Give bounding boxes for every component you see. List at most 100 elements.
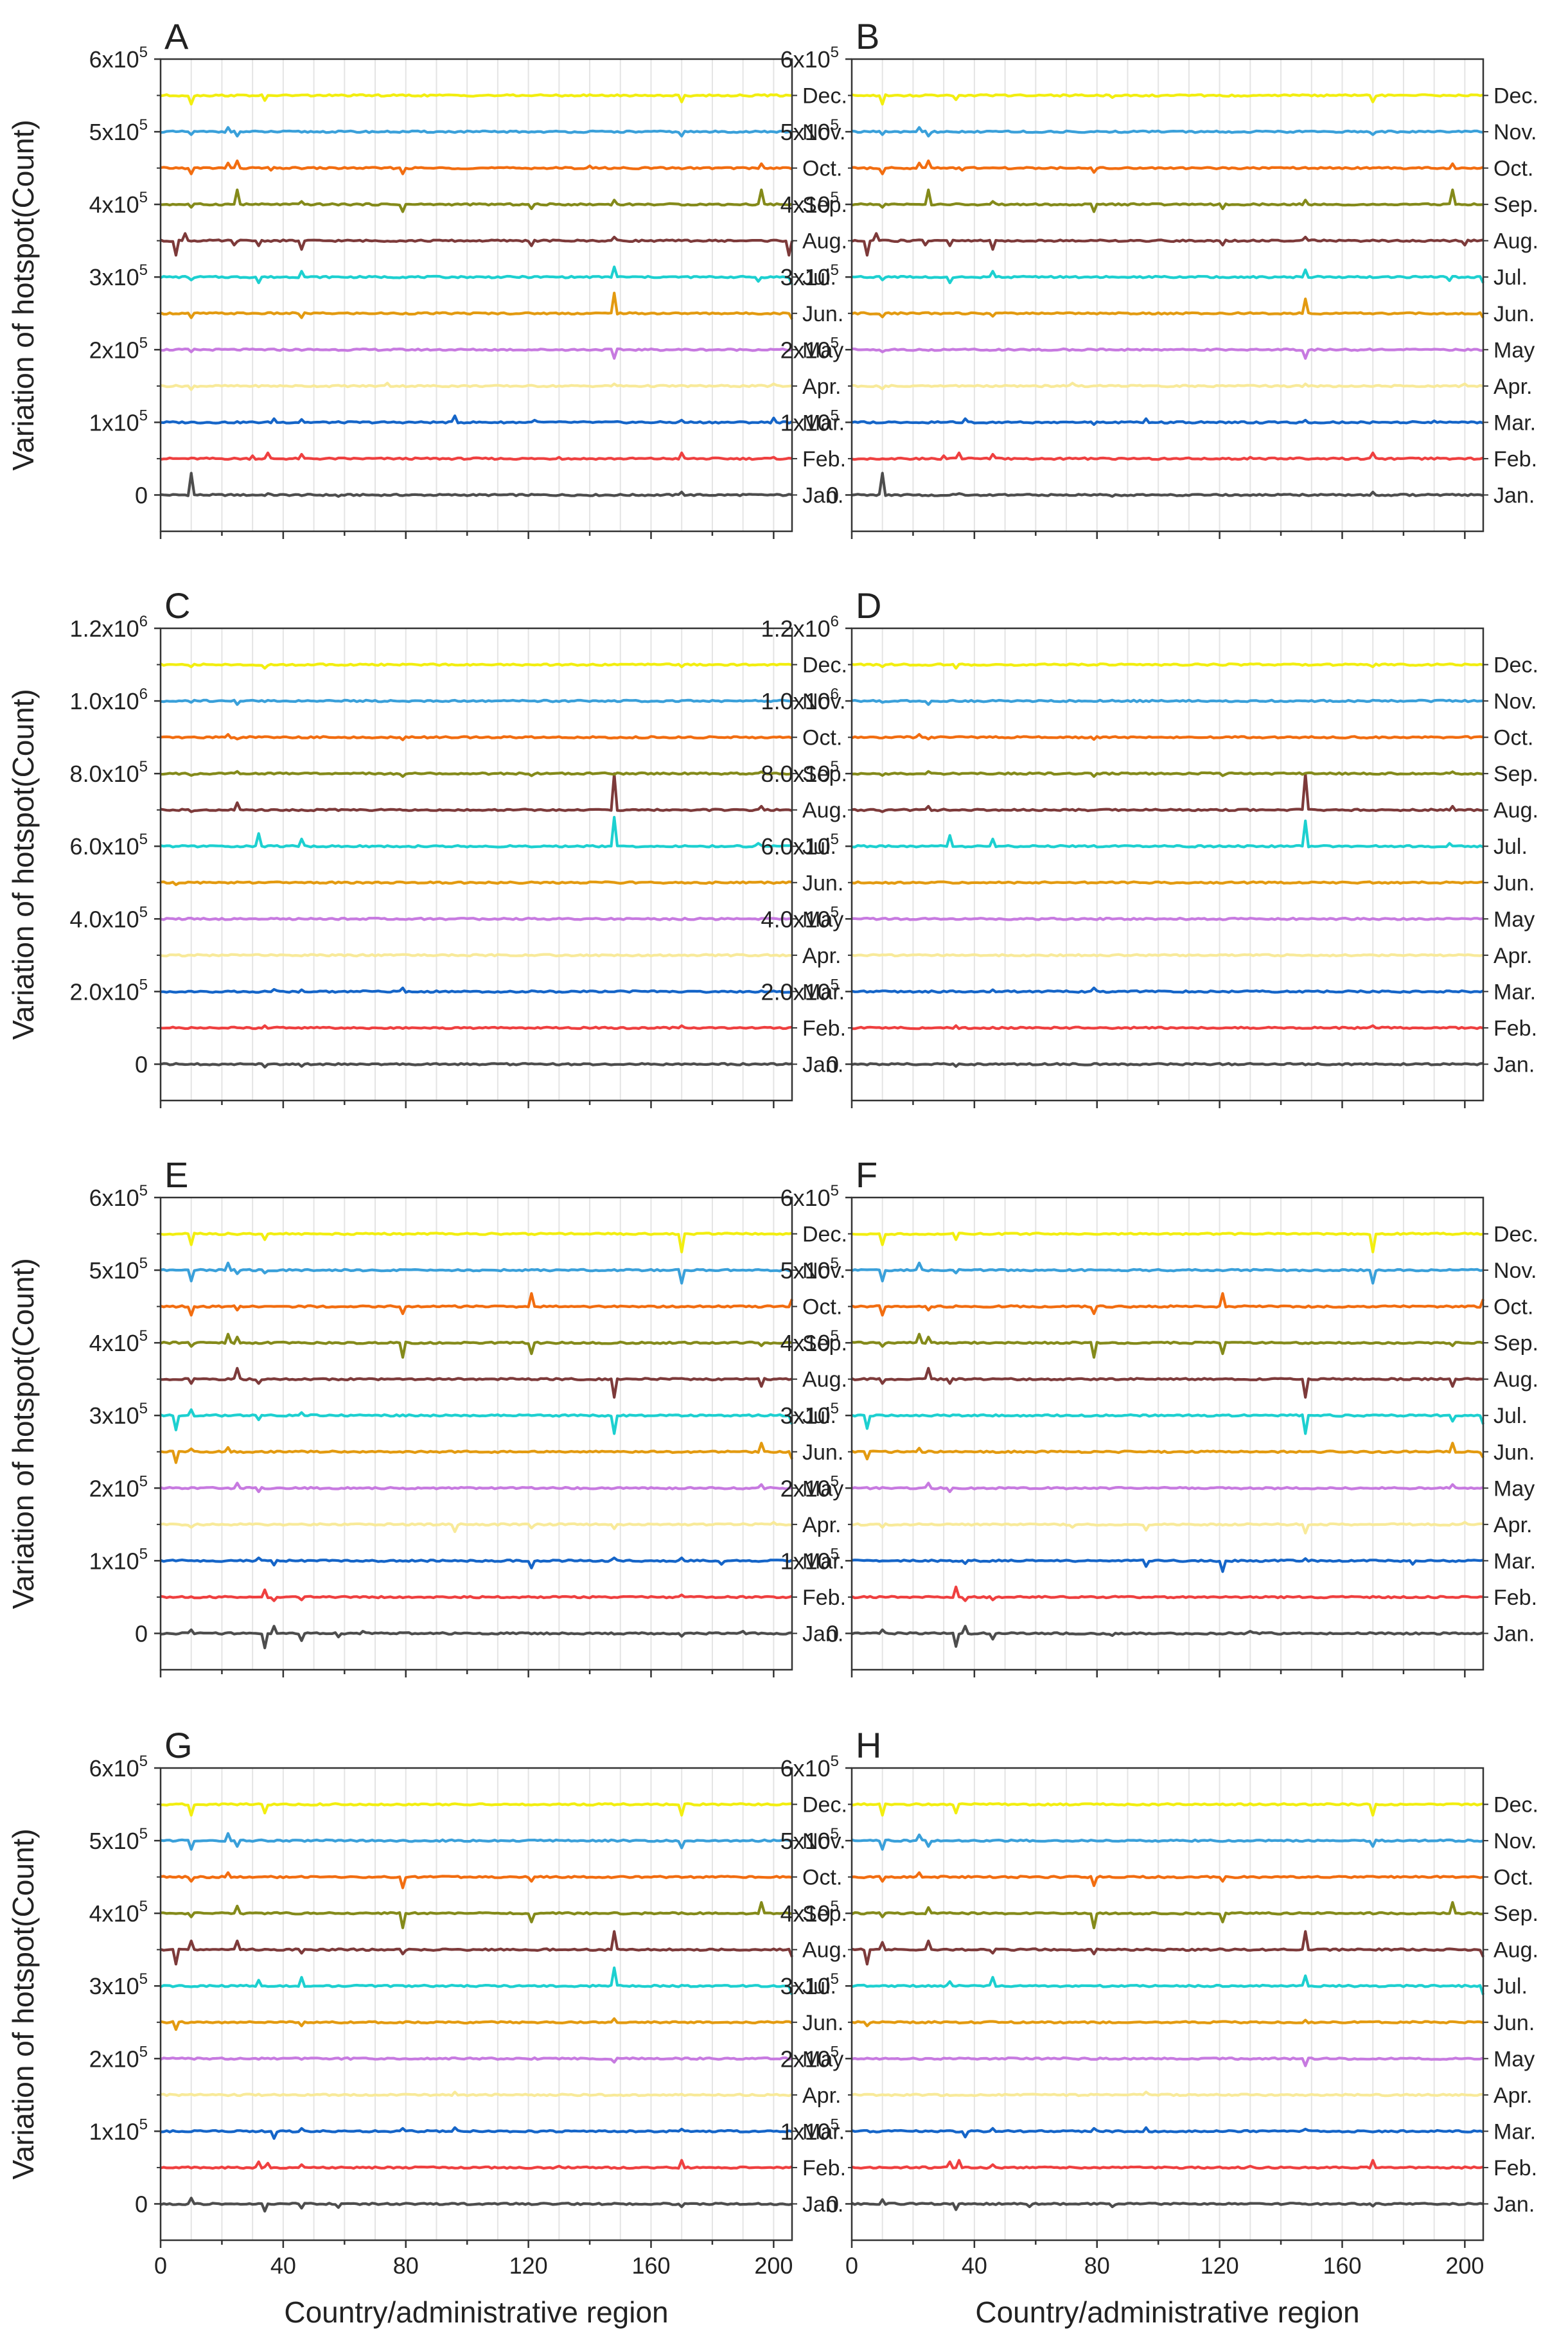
series-line-oct: [160, 159, 793, 175]
series-line-dec: [160, 93, 793, 106]
y-tick-label: 1x105: [89, 2116, 148, 2144]
series-line-nov: [851, 698, 1484, 706]
series-line-nov: [160, 126, 793, 137]
month-label: Feb.: [1493, 2156, 1537, 2180]
y-tick-label: 5x105: [89, 1825, 148, 1854]
y-tick-exponent: 5: [831, 1472, 839, 1490]
y-tick-label: 1.0x106: [761, 685, 839, 714]
y-tick-label: 3x105: [89, 1400, 148, 1429]
y-tick-label: 6.0x105: [761, 831, 839, 860]
series-line-dec: [161, 1802, 793, 1817]
month-label: Feb.: [802, 447, 846, 472]
month-label: Oct.: [1493, 1295, 1533, 1320]
month-label: Sep.: [1493, 762, 1538, 786]
month-label: Apr.: [1493, 1513, 1532, 1537]
panel-letter: G: [164, 1725, 193, 1765]
month-label: Jun.: [1493, 1440, 1535, 1465]
series-line-sep: [160, 188, 793, 213]
y-tick-exponent: 6: [139, 685, 148, 703]
series-line-jul: [160, 265, 793, 285]
month-label: Jun.: [1493, 302, 1535, 326]
y-tick-exponent: 5: [831, 1898, 839, 1915]
series-line-apr: [160, 382, 793, 391]
series-line-jun: [160, 292, 793, 320]
panel-d: Jan. Feb. Mar. Apr. May Jun. Jul. Aug. Sep. Oct. N…: [761, 585, 1538, 1108]
y-tick-exponent: 5: [831, 976, 839, 993]
y-tick-label: 6.0x105: [70, 831, 148, 860]
y-tick-label: 4x105: [89, 1898, 148, 1927]
y-tick-exponent: 6: [831, 613, 839, 630]
month-label: Jun.: [1493, 871, 1535, 896]
x-tick-label: 80: [1084, 2252, 1110, 2279]
y-tick-exponent: 5: [831, 1825, 839, 1843]
month-label: Feb.: [802, 1016, 846, 1041]
month-label: Apr.: [802, 944, 841, 968]
series-line-dec: [851, 1802, 1484, 1817]
y-tick-exponent: 5: [139, 976, 148, 993]
panel-letter: B: [856, 16, 879, 57]
y-tick-label: 8.0x105: [70, 758, 148, 787]
panel-f: Jan. Feb. Mar. Apr. May Jun. Jul. Aug. Sep. Oct. N…: [780, 1154, 1538, 1677]
month-label: Dec.: [1493, 1793, 1538, 1817]
month-label: Sep.: [802, 1902, 847, 1926]
plot-frame: [850, 58, 1484, 533]
series-line-oct: [851, 1292, 1484, 1317]
y-tick-label: 6x105: [89, 44, 148, 73]
series-line-may: [851, 1481, 1484, 1494]
series-line-may: [851, 2056, 1484, 2067]
month-label: Jul.: [802, 1974, 836, 1999]
y-tick-label: 1.2x106: [70, 613, 148, 642]
y-tick-label: 5x105: [89, 116, 148, 145]
month-label: Dec.: [802, 1223, 847, 1247]
series-line-feb: [851, 451, 1484, 461]
series-line-sep: [851, 188, 1484, 213]
panel-letter: E: [164, 1154, 188, 1195]
month-label: Jul.: [1493, 835, 1528, 859]
series-line-aug: [851, 772, 1484, 813]
month-label: Feb.: [1493, 447, 1537, 472]
plot-frame: [159, 58, 793, 533]
month-label: Sep.: [802, 1331, 847, 1356]
series-line-dec: [851, 662, 1484, 670]
series-line-may: [851, 916, 1484, 921]
y-tick-exponent: 5: [139, 334, 148, 351]
y-tick-label: 4.0x105: [70, 903, 148, 932]
month-label: Nov.: [802, 1829, 845, 1853]
month-label: Jul.: [802, 835, 836, 859]
series-line-may: [160, 2056, 793, 2064]
y-tick-label: 4x105: [780, 1898, 839, 1927]
series-line-jul: [160, 1966, 793, 1995]
series-line-mar: [851, 2126, 1484, 2139]
panel-c: Jan. Feb. Mar. Apr. May Jun. Jul. Aug. Sep. Oct. N…: [6, 585, 847, 1108]
y-tick-label: 6x105: [780, 1182, 839, 1211]
series-line-feb: [160, 2159, 793, 2170]
y-tick-exponent: 5: [831, 1327, 839, 1345]
series-line-dec: [851, 1232, 1484, 1253]
month-label: Oct.: [1493, 726, 1533, 750]
month-label: Oct.: [1493, 1866, 1533, 1890]
month-label: Jan.: [802, 2192, 843, 2216]
y-tick-label: 1x105: [89, 1545, 148, 1574]
y-tick-exponent: 5: [831, 334, 839, 351]
y-tick-label: 6x105: [780, 1753, 839, 1782]
series-line-jul: [851, 1974, 1484, 1995]
series-line-feb: [851, 1586, 1484, 1602]
y-tick-label: 4x105: [780, 1327, 839, 1356]
month-label: Nov.: [1493, 689, 1537, 714]
series-line-apr: [160, 953, 793, 958]
month-label: Mar.: [1493, 411, 1536, 435]
x-tick-label: 120: [509, 2252, 548, 2279]
y-axis-title: Variation of hotspot(Count): [6, 1258, 40, 1609]
y-tick-exponent: 5: [831, 1182, 839, 1199]
series-line-dec: [851, 93, 1484, 106]
series-line-jun: [851, 2019, 1484, 2028]
month-label: Nov.: [1493, 1259, 1537, 1283]
y-tick-exponent: 5: [831, 1545, 839, 1562]
month-label: Mar.: [1493, 1549, 1536, 1573]
month-label: Jan.: [1493, 2192, 1535, 2216]
y-tick-label: 2x105: [780, 1472, 839, 1501]
month-label: May: [802, 1476, 843, 1501]
month-label: Aug.: [802, 229, 847, 254]
series-line-aug: [851, 1366, 1484, 1399]
